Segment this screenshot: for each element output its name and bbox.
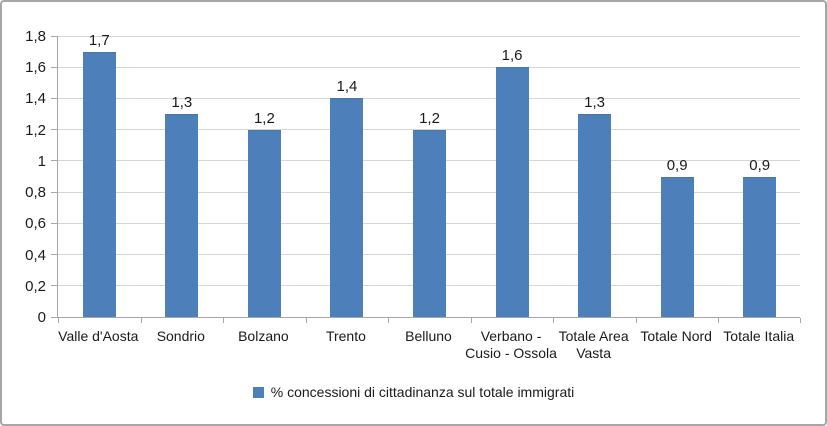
legend-label: % concessioni di cittadinanza sul totale… [270, 384, 575, 400]
y-axis-tick [51, 191, 58, 193]
x-axis-category-label: Valle d'Aosta [58, 328, 139, 344]
bar-5 [413, 129, 446, 317]
y-axis-tick [51, 129, 58, 131]
bar-value-label: 1,3 [171, 94, 193, 112]
y-axis-tick [51, 222, 58, 224]
bar-value-label: 1,2 [419, 109, 440, 127]
x-axis-tick [140, 318, 142, 323]
bar-value-label: 1,2 [253, 109, 275, 127]
legend-swatch-icon [252, 386, 264, 398]
x-axis-category-label: Bolzano [238, 328, 289, 344]
x-axis-tick [800, 318, 801, 323]
y-axis-tick [51, 254, 58, 256]
y-axis-tick [51, 35, 58, 37]
y-axis-tick-label: 1,6 [25, 59, 46, 77]
y-axis-tick-label: 1,4 [25, 90, 46, 108]
gridline [58, 35, 800, 37]
y-axis: 0 0,2 0,4 0,6 0,8 1 1,2 1,4 1,6 1,8 [2, 28, 48, 326]
bar-3 [247, 129, 281, 317]
x-axis-category-label: Totale Area Vasta [558, 328, 629, 361]
bar-value-label: 0,9 [749, 156, 771, 174]
y-axis-tick [51, 160, 58, 162]
y-axis-tick-label: 0 [37, 309, 46, 326]
y-axis-tick-label: 1,2 [25, 121, 46, 139]
legend: % concessioni di cittadinanza sul totale… [2, 382, 825, 402]
x-axis-category-label: Sondrio [156, 328, 205, 344]
y-axis-tick-label: 1,8 [25, 28, 46, 45]
bar-value-label: 1,7 [88, 31, 110, 49]
x-axis-tick [553, 318, 555, 323]
y-axis-tick [51, 97, 58, 99]
y-axis-tick [51, 66, 58, 68]
plot-area: 1,7 1,3 1,2 1,4 1,2 1,6 1,3 0,9 0,9 [51, 32, 801, 323]
x-axis-tick [223, 318, 225, 323]
y-axis-tick [51, 316, 58, 318]
y-axis-tick-label: 0,2 [25, 277, 46, 295]
bar-4 [330, 98, 364, 317]
y-axis-tick-label: 0,8 [25, 184, 46, 202]
x-axis-category-label: Trento [325, 328, 366, 344]
x-axis-tick [470, 318, 472, 323]
y-axis-tick-label: 0,6 [25, 215, 46, 233]
bar-value-label: 1,3 [584, 94, 606, 112]
bar-6 [495, 67, 529, 317]
bar-2 [165, 114, 199, 317]
gridline [58, 97, 800, 99]
bar-value-label: 1,6 [501, 47, 523, 65]
x-axis-category-label: Verbano - Cusio - Ossola [465, 328, 557, 361]
gridline [58, 66, 800, 68]
y-axis-tick [51, 285, 58, 287]
x-axis-tick [388, 318, 390, 323]
bar-9 [743, 176, 777, 317]
x-axis-tick [718, 318, 720, 323]
x-axis-tick [305, 318, 307, 323]
x-axis: Valle d'Aosta Sondrio Bolzano Trento Belluno… [57, 328, 800, 372]
x-axis-category-label: Totale Italia [723, 328, 795, 344]
bar-8 [660, 176, 694, 317]
bar-value-label: 0,9 [666, 156, 688, 174]
x-axis-tick [635, 318, 637, 323]
x-axis-category-label: Belluno [405, 328, 452, 344]
bar-7 [578, 114, 612, 317]
x-axis-category-label: Totale Nord [640, 328, 712, 344]
y-axis-tick-label: 0,4 [25, 246, 46, 264]
bar-1 [82, 51, 116, 317]
x-axis-tick [58, 318, 59, 323]
y-axis-tick-label: 1 [37, 152, 46, 170]
bar-value-label: 1,4 [336, 78, 358, 96]
